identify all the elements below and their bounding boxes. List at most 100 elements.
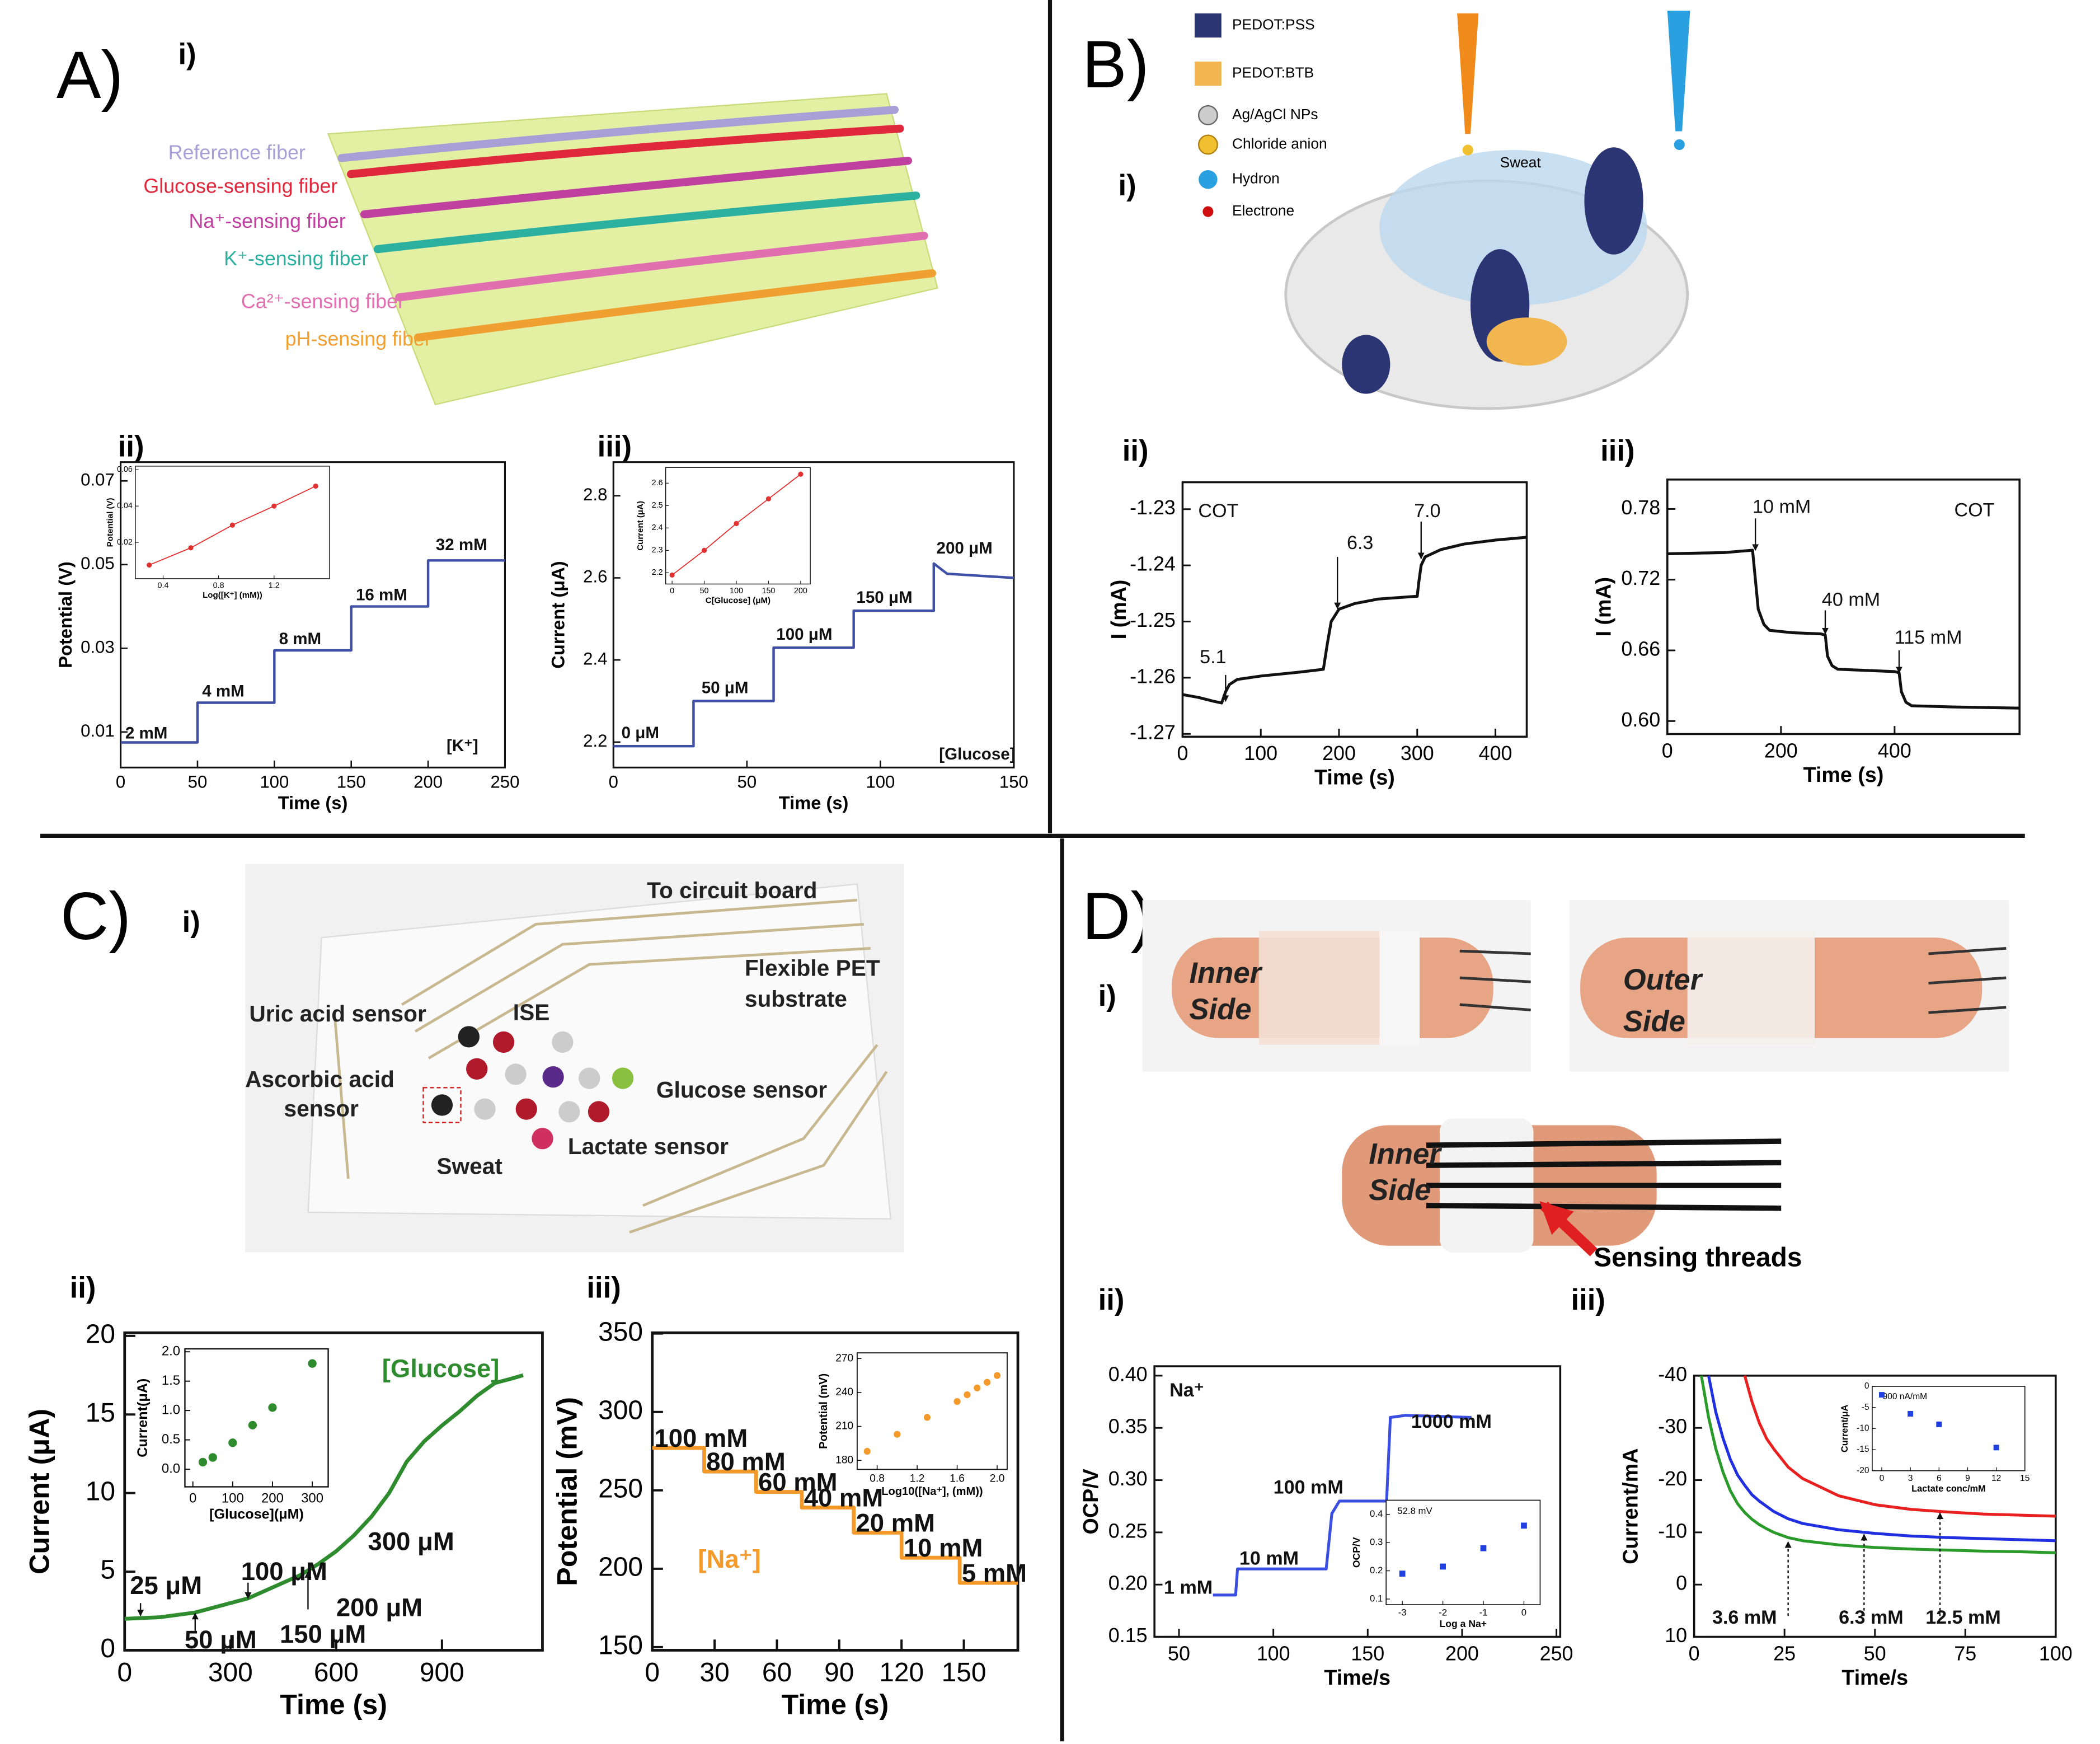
data-point [1936,1421,1942,1427]
fiber-label: Ca²⁺-sensing fiber [241,290,405,312]
data-point [953,1398,961,1405]
x-tick-label: 50 [188,772,208,792]
y-tick-label: 0.35 [1108,1415,1148,1438]
x-tick-label: 100 [222,1490,244,1506]
annotation: [K⁺] [447,737,478,755]
data-point [308,1359,317,1368]
x-tick-label: 0.4 [158,582,169,590]
data-point [984,1379,991,1386]
x-axis-label: [Glucose](μM) [209,1506,304,1522]
x-tick-label: 0 [645,1658,660,1687]
plot-frame [1872,1386,2026,1471]
annotation: 25 μM [130,1571,202,1600]
annotation: [Glucose] [939,745,1015,763]
bandage-label: Sensing threads [1594,1243,1802,1272]
data-point [229,522,236,528]
annotation: 2 mM [125,724,168,742]
x-tick-label: 100 [1257,1642,1290,1665]
sensor-patch [245,864,904,1253]
x-tick-label: -3 [1398,1607,1407,1618]
chart: 0 3 6 9 12 15 0 -5 -10 -15 -20 Lactate conc/mM Curre… [1840,1381,2029,1494]
x-tick-label: 150 [1351,1642,1384,1665]
x-tick-label: 0 [189,1490,196,1506]
legend-label: Ag/AgCl NPs [1232,106,1318,123]
x-axis-label: Time (s) [280,1689,387,1720]
x-tick-label: 400 [1479,742,1512,765]
y-tick-label: -15 [1857,1445,1869,1454]
annotation: COT [1198,500,1238,522]
y-tick-label: -30 [1658,1415,1687,1438]
y-axis-label: Current (μA) [547,561,568,668]
x-tick-label: 3 [1908,1474,1913,1483]
inset-note: 900 nA/mM [1883,1392,1928,1401]
x-tick-label: 0 [670,587,674,596]
y-axis-label: Current (μA) [24,1409,55,1574]
bandage-label: Side [1369,1174,1431,1207]
annotation: 8 mM [279,630,322,648]
annotation: 4 mM [202,682,245,701]
y-tick-label: 2.4 [652,523,663,532]
legend-label: Chloride anion [1232,135,1327,152]
annotation: 150 μM [856,588,912,607]
y-tick-label: 180 [835,1454,853,1466]
y-axis-label: OCP/V [1079,1469,1102,1534]
x-tick-label: 50 [700,587,709,596]
patch-label: Lactate sensor [568,1133,729,1159]
y-tick-label: 2.4 [583,649,607,668]
legend-label: PEDOT:PSS [1232,16,1315,32]
patch-label: ISE [513,999,550,1025]
y-tick-label: 0.2 [1370,1565,1383,1576]
annotation: 80 mM [706,1447,786,1476]
y-tick-label: 0.25 [1108,1520,1148,1542]
fiber-label: Reference fiber [168,142,306,164]
y-tick-label: -10 [1658,1520,1687,1542]
patch-label: sensor [284,1096,359,1122]
x-axis-label: Log10([Na⁺], (mM)) [881,1485,983,1498]
plot-frame [665,467,811,585]
y-tick-label: 2.6 [583,567,607,587]
annotation: 1000 mM [1411,1411,1492,1432]
data-line [1743,1375,2056,1518]
bandage-label: Inner [1189,957,1262,990]
x-axis-label: Log a Na+ [1440,1618,1487,1629]
x-tick-label: 50 [1168,1642,1190,1665]
x-tick-label: 25 [1773,1642,1796,1665]
y-tick-label: 270 [835,1352,853,1364]
fiber-label: Na⁺-sensing fiber [189,210,345,232]
x-tick-label: 75 [1954,1642,1976,1665]
y-tick-label: 0.30 [1108,1468,1148,1490]
bandage-label: Side [1189,993,1251,1026]
data-point [863,1447,871,1455]
x-tick-label: 200 [414,772,443,792]
patch-label: Glucose sensor [656,1077,827,1103]
x-axis-label: C[Glucose] (μM) [706,596,771,606]
data-point [964,1391,971,1399]
y-tick-label: 0.5 [162,1432,180,1447]
sweat-schematic [1194,11,1690,410]
data-point [1399,1570,1406,1577]
y-tick-label: 200 [598,1552,643,1582]
sub-label: iii) [598,430,632,463]
data-point [1440,1563,1446,1570]
y-tick-label: 5 [100,1555,115,1585]
x-tick-label: 250 [1540,1642,1573,1665]
x-tick-label: 200 [1445,1642,1479,1665]
dividers [40,0,2025,1742]
x-tick-label: 0 [609,772,618,792]
plot-frame [184,1348,329,1488]
y-tick-label: 0.03 [81,637,115,657]
x-tick-label: 30 [699,1658,729,1687]
plot-frame [1666,478,2021,735]
annotation: Na⁺ [1169,1380,1204,1401]
sub-label: iii) [1600,434,1634,467]
data-point [701,547,707,553]
x-axis-label: Time/s [1324,1666,1390,1689]
y-tick-label: -1.23 [1130,496,1176,519]
annotation: 10 mM [1753,496,1811,517]
fiber-label: pH-sensing fiber [285,327,431,350]
data-line [1667,548,2020,710]
x-tick-label: 50 [737,772,757,792]
y-tick-label: 2.5 [652,501,663,510]
y-axis-label: I (mA) [1107,580,1130,640]
